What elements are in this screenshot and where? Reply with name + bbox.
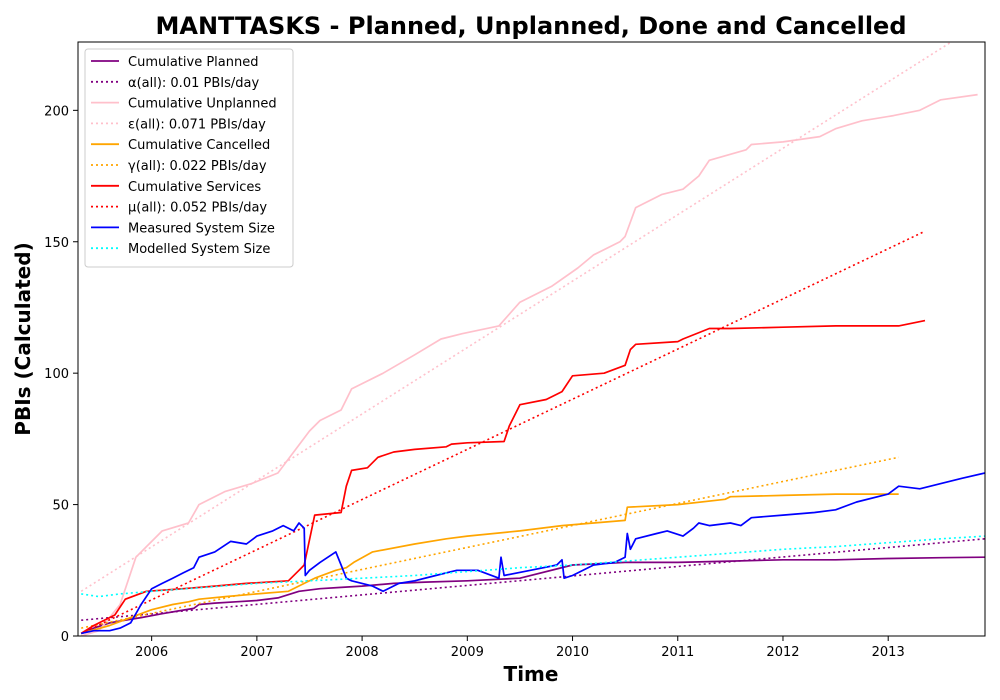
x-tick-label: 2013 [872, 645, 905, 660]
legend-box [84, 48, 294, 268]
x-axis-label: Time [504, 662, 559, 686]
legend-label: γ(all): 0.022 PBIs/day [128, 159, 267, 174]
series-line-5 [81, 456, 899, 629]
legend-label: Cumulative Planned [128, 55, 258, 70]
legend-label: Cumulative Unplanned [128, 97, 277, 112]
x-tick-label: 2010 [556, 645, 589, 660]
legend: Cumulative Planned α(all): 0.01 PBIs/day C… [84, 48, 294, 268]
legend-label: Measured System Size [128, 221, 275, 236]
series-line-9 [81, 535, 985, 598]
series-line-3 [80, 42, 952, 592]
y-tick-label: 150 [44, 236, 69, 251]
y-tick-label: 200 [44, 104, 69, 119]
series-layer [80, 42, 985, 636]
x-tick-label: 2009 [451, 645, 484, 660]
x-tick-label: 2011 [661, 645, 694, 660]
legend-label: Cumulative Services [128, 180, 261, 195]
x-tick-label: 2012 [766, 645, 799, 660]
y-tick-label: 0 [61, 630, 69, 645]
series-line-7 [80, 230, 926, 635]
plot-frame [77, 41, 986, 637]
series-line-2 [80, 93, 978, 636]
y-tick-label: 100 [44, 367, 69, 382]
x-tick-label: 2006 [135, 645, 168, 660]
y-tick-label: 50 [52, 499, 69, 514]
legend-label: α(all): 0.01 PBIs/day [128, 76, 259, 91]
legend-label: μ(all): 0.052 PBIs/day [128, 201, 267, 216]
legend-label: Modelled System Size [128, 242, 270, 257]
series-line-1 [81, 538, 985, 621]
series-line-8 [81, 472, 985, 635]
legend-label: ε(all): 0.071 PBIs/day [128, 117, 266, 132]
x-tick-label: 2008 [346, 645, 379, 660]
series-line-4 [80, 493, 899, 635]
y-axis-label: PBIs (Calculated) [11, 242, 35, 435]
series-line-6 [80, 319, 926, 635]
legend-label: Cumulative Cancelled [128, 138, 270, 153]
axes-layer: 2006 2007 2008 2009 2010 2011 2012 2013 0 50 100 15… [44, 41, 986, 660]
x-tick-label: 2007 [240, 645, 273, 660]
chart-title: MANTTASKS - Planned, Unplanned, Done and… [155, 12, 906, 40]
